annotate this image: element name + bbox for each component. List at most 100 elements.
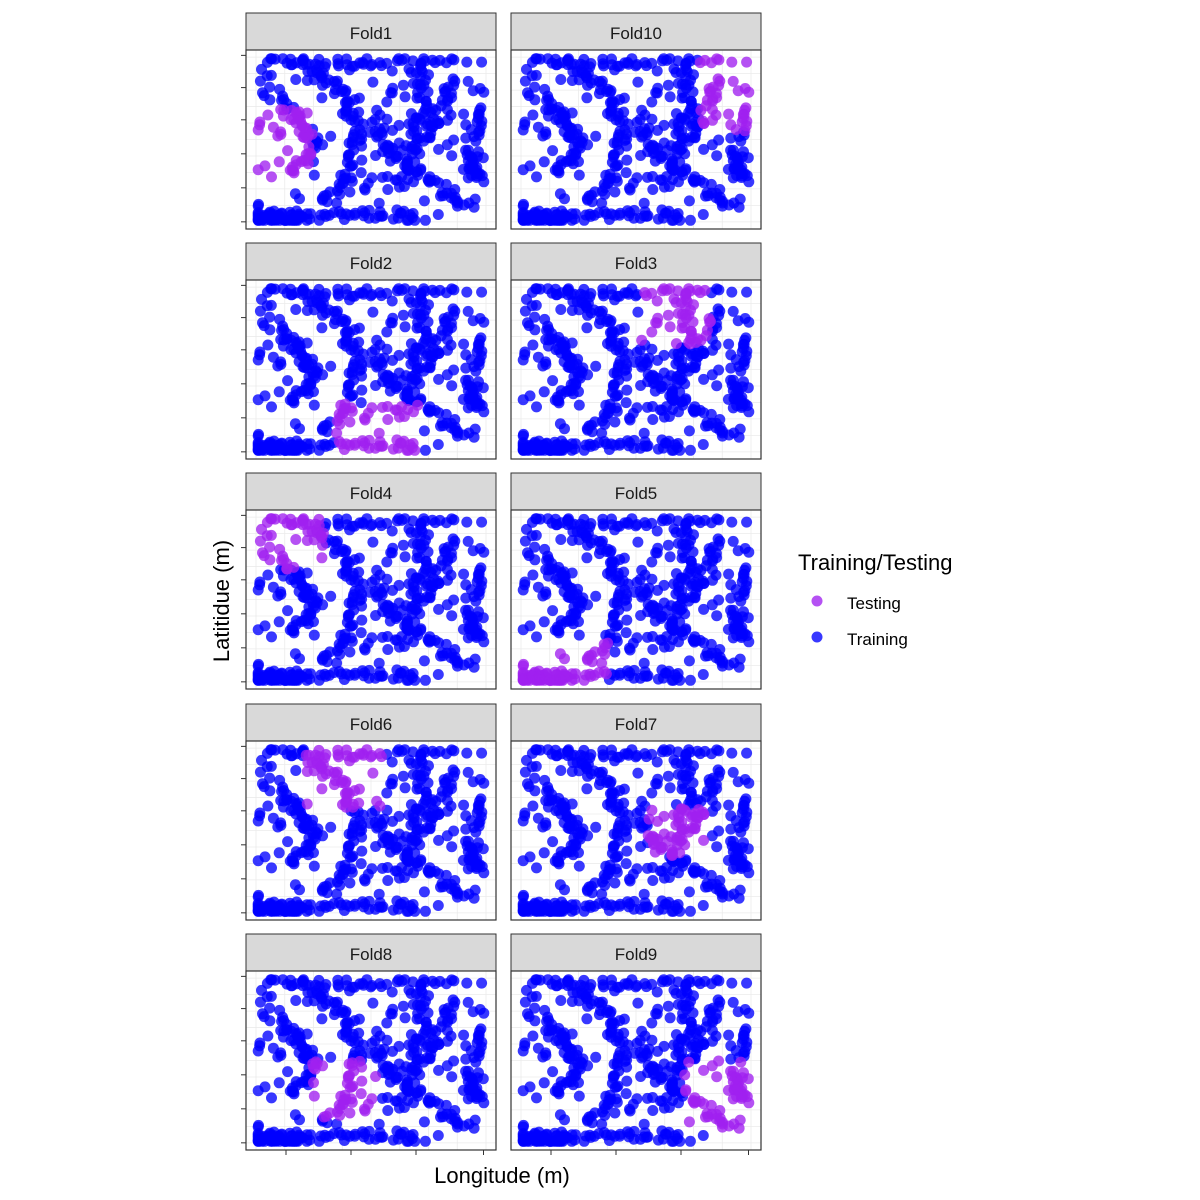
point-training	[566, 535, 578, 546]
point-training	[553, 397, 565, 409]
point-training	[684, 444, 696, 456]
point-training	[306, 987, 318, 999]
point-testing	[353, 783, 365, 795]
point-testing	[295, 156, 307, 168]
point-training	[562, 750, 574, 762]
point-training	[643, 352, 655, 364]
point-training	[596, 427, 608, 439]
point-training	[440, 869, 452, 881]
point-training	[362, 177, 374, 189]
point-training	[671, 373, 683, 385]
point-testing	[666, 849, 678, 861]
point-testing	[262, 109, 274, 121]
point-training	[461, 977, 473, 989]
point-training	[689, 362, 701, 374]
point-training	[734, 423, 746, 435]
point-training	[440, 638, 452, 650]
point-training	[290, 304, 302, 315]
facet-fold1: Fold1	[241, 12, 497, 230]
point-training	[557, 803, 569, 815]
point-training	[557, 342, 569, 354]
point-training	[531, 401, 542, 413]
point-training	[652, 124, 663, 136]
point-training	[577, 592, 589, 604]
point-training	[588, 765, 600, 777]
point-training	[742, 843, 754, 855]
point-training	[460, 119, 472, 131]
point-training	[319, 1129, 331, 1141]
point-testing	[651, 295, 663, 307]
point-training	[711, 841, 723, 853]
point-training	[406, 373, 418, 385]
point-training	[524, 851, 536, 863]
point-training	[282, 375, 294, 387]
point-testing	[599, 648, 611, 660]
point-training	[344, 620, 356, 632]
point-training	[433, 603, 445, 615]
facet-strip	[245, 472, 497, 511]
point-training	[707, 805, 718, 817]
point-training	[584, 899, 596, 911]
point-training	[555, 304, 567, 315]
point-training	[609, 620, 621, 632]
point-testing	[646, 804, 658, 816]
point-training	[538, 386, 550, 398]
point-training	[649, 385, 661, 397]
point-training	[288, 397, 300, 409]
point-training	[661, 374, 673, 386]
point-training	[634, 442, 646, 454]
point-training	[734, 884, 746, 896]
point-training	[319, 438, 331, 450]
point-training	[477, 612, 489, 624]
point-training	[403, 118, 415, 130]
point-testing	[398, 411, 410, 422]
point-testing	[275, 126, 287, 138]
point-training	[651, 87, 663, 99]
point-training	[367, 76, 379, 88]
point-training	[429, 57, 441, 69]
point-training	[424, 362, 436, 374]
point-training	[643, 122, 655, 134]
point-training	[647, 414, 659, 425]
point-training	[472, 803, 484, 815]
point-training	[449, 644, 461, 655]
point-training	[688, 529, 699, 541]
point-training	[397, 309, 409, 321]
point-training	[684, 674, 696, 686]
point-training	[419, 214, 431, 226]
point-training	[531, 862, 542, 874]
point-training	[462, 835, 474, 847]
facet-fold6: Fold6	[241, 703, 497, 921]
point-testing	[317, 527, 329, 539]
point-training	[316, 92, 328, 104]
facet-fold10: Fold10	[510, 12, 762, 230]
point-training	[415, 60, 426, 72]
point-training	[336, 546, 347, 557]
point-testing	[266, 171, 277, 183]
point-training	[627, 407, 639, 419]
point-training	[723, 659, 735, 671]
point-testing	[662, 309, 674, 321]
point-testing	[373, 427, 385, 439]
point-training	[689, 171, 701, 183]
point-training	[325, 130, 337, 142]
point-training	[519, 766, 531, 778]
point-training	[727, 144, 739, 156]
point-training	[741, 170, 753, 182]
point-training	[669, 900, 681, 912]
point-training	[384, 155, 396, 167]
point-testing	[301, 798, 313, 810]
point-training	[577, 823, 589, 835]
point-training	[262, 800, 274, 812]
point-training	[334, 648, 346, 660]
point-testing	[306, 757, 318, 769]
point-training	[273, 616, 285, 628]
point-training	[540, 586, 552, 598]
point-training	[627, 177, 639, 189]
point-training	[341, 53, 352, 65]
point-training	[635, 841, 647, 852]
point-training	[446, 974, 458, 986]
point-training	[301, 567, 313, 579]
point-training	[446, 53, 458, 65]
point-training	[442, 553, 454, 565]
